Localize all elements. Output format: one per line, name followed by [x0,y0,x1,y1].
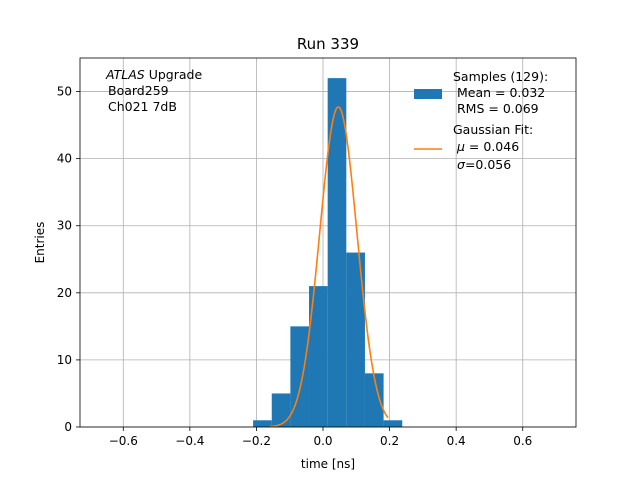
x-tick-label: 0.0 [313,434,332,448]
legend-fit-mu: μ = 0.046 [456,139,519,154]
annotation-line-3: Ch021 7dB [108,99,177,114]
gaussian-fit-curve [269,106,389,428]
y-tick-label: 20 [57,286,72,300]
legend-fit-mu-symbol: μ [456,139,465,154]
x-tick-label: 0.4 [447,434,466,448]
y-tick-label: 40 [57,152,72,166]
legend-samples-title: Samples (129): [453,69,548,84]
legend-samples-mean: Mean = 0.032 [457,85,545,100]
chart-title: Run 339 [297,35,359,53]
histogram-bar [271,393,291,427]
histogram-bar [290,326,310,427]
histogram-bar [327,78,347,428]
histogram-bars [253,78,403,428]
y-axis-label: Entries [33,222,47,264]
x-tick-label: 0.2 [380,434,399,448]
y-tick-label: 50 [57,85,72,99]
legend-fit-mu-value: = 0.046 [465,139,519,154]
legend-fit-sigma: σ=0.056 [457,157,511,172]
y-tick-label: 10 [57,353,72,367]
legend-samples-patch [414,89,442,99]
x-tick-label: −0.2 [242,434,271,448]
plot-frame [79,57,577,428]
histogram-bar [253,420,272,427]
legend-fit-title: Gaussian Fit: [453,122,533,137]
histogram-bar [364,373,384,427]
histogram-bar [309,286,328,427]
axis-ticks: −0.6 −0.4 −0.2 0.0 0.2 0.4 0.6 0 10 20 30 40 50 [57,85,533,448]
legend-samples-rms: RMS = 0.069 [457,101,539,116]
x-tick-label: −0.6 [109,434,138,448]
x-tick-label: 0.6 [513,434,532,448]
histogram-bar [383,420,403,427]
atlas-annotation: ATLAS Upgrade Board259 Ch021 7dB [105,67,202,114]
legend-fit-sigma-symbol: σ [457,157,466,172]
annotation-italic: ATLAS [105,67,145,82]
legend-fit-sigma-value: =0.056 [465,157,511,172]
annotation-line-2: Board259 [108,83,169,98]
histogram-bar [346,252,365,427]
legend: Samples (129): Mean = 0.032 RMS = 0.069 … [414,69,548,172]
gaussian-fit [269,106,389,428]
y-tick-label: 30 [57,219,72,233]
x-axis-label: time [ns] [301,457,355,471]
annotation-line-1: ATLAS Upgrade [105,67,202,82]
annotation-rest: Upgrade [145,67,203,82]
y-tick-label: 0 [64,420,72,434]
x-tick-label: −0.4 [175,434,204,448]
